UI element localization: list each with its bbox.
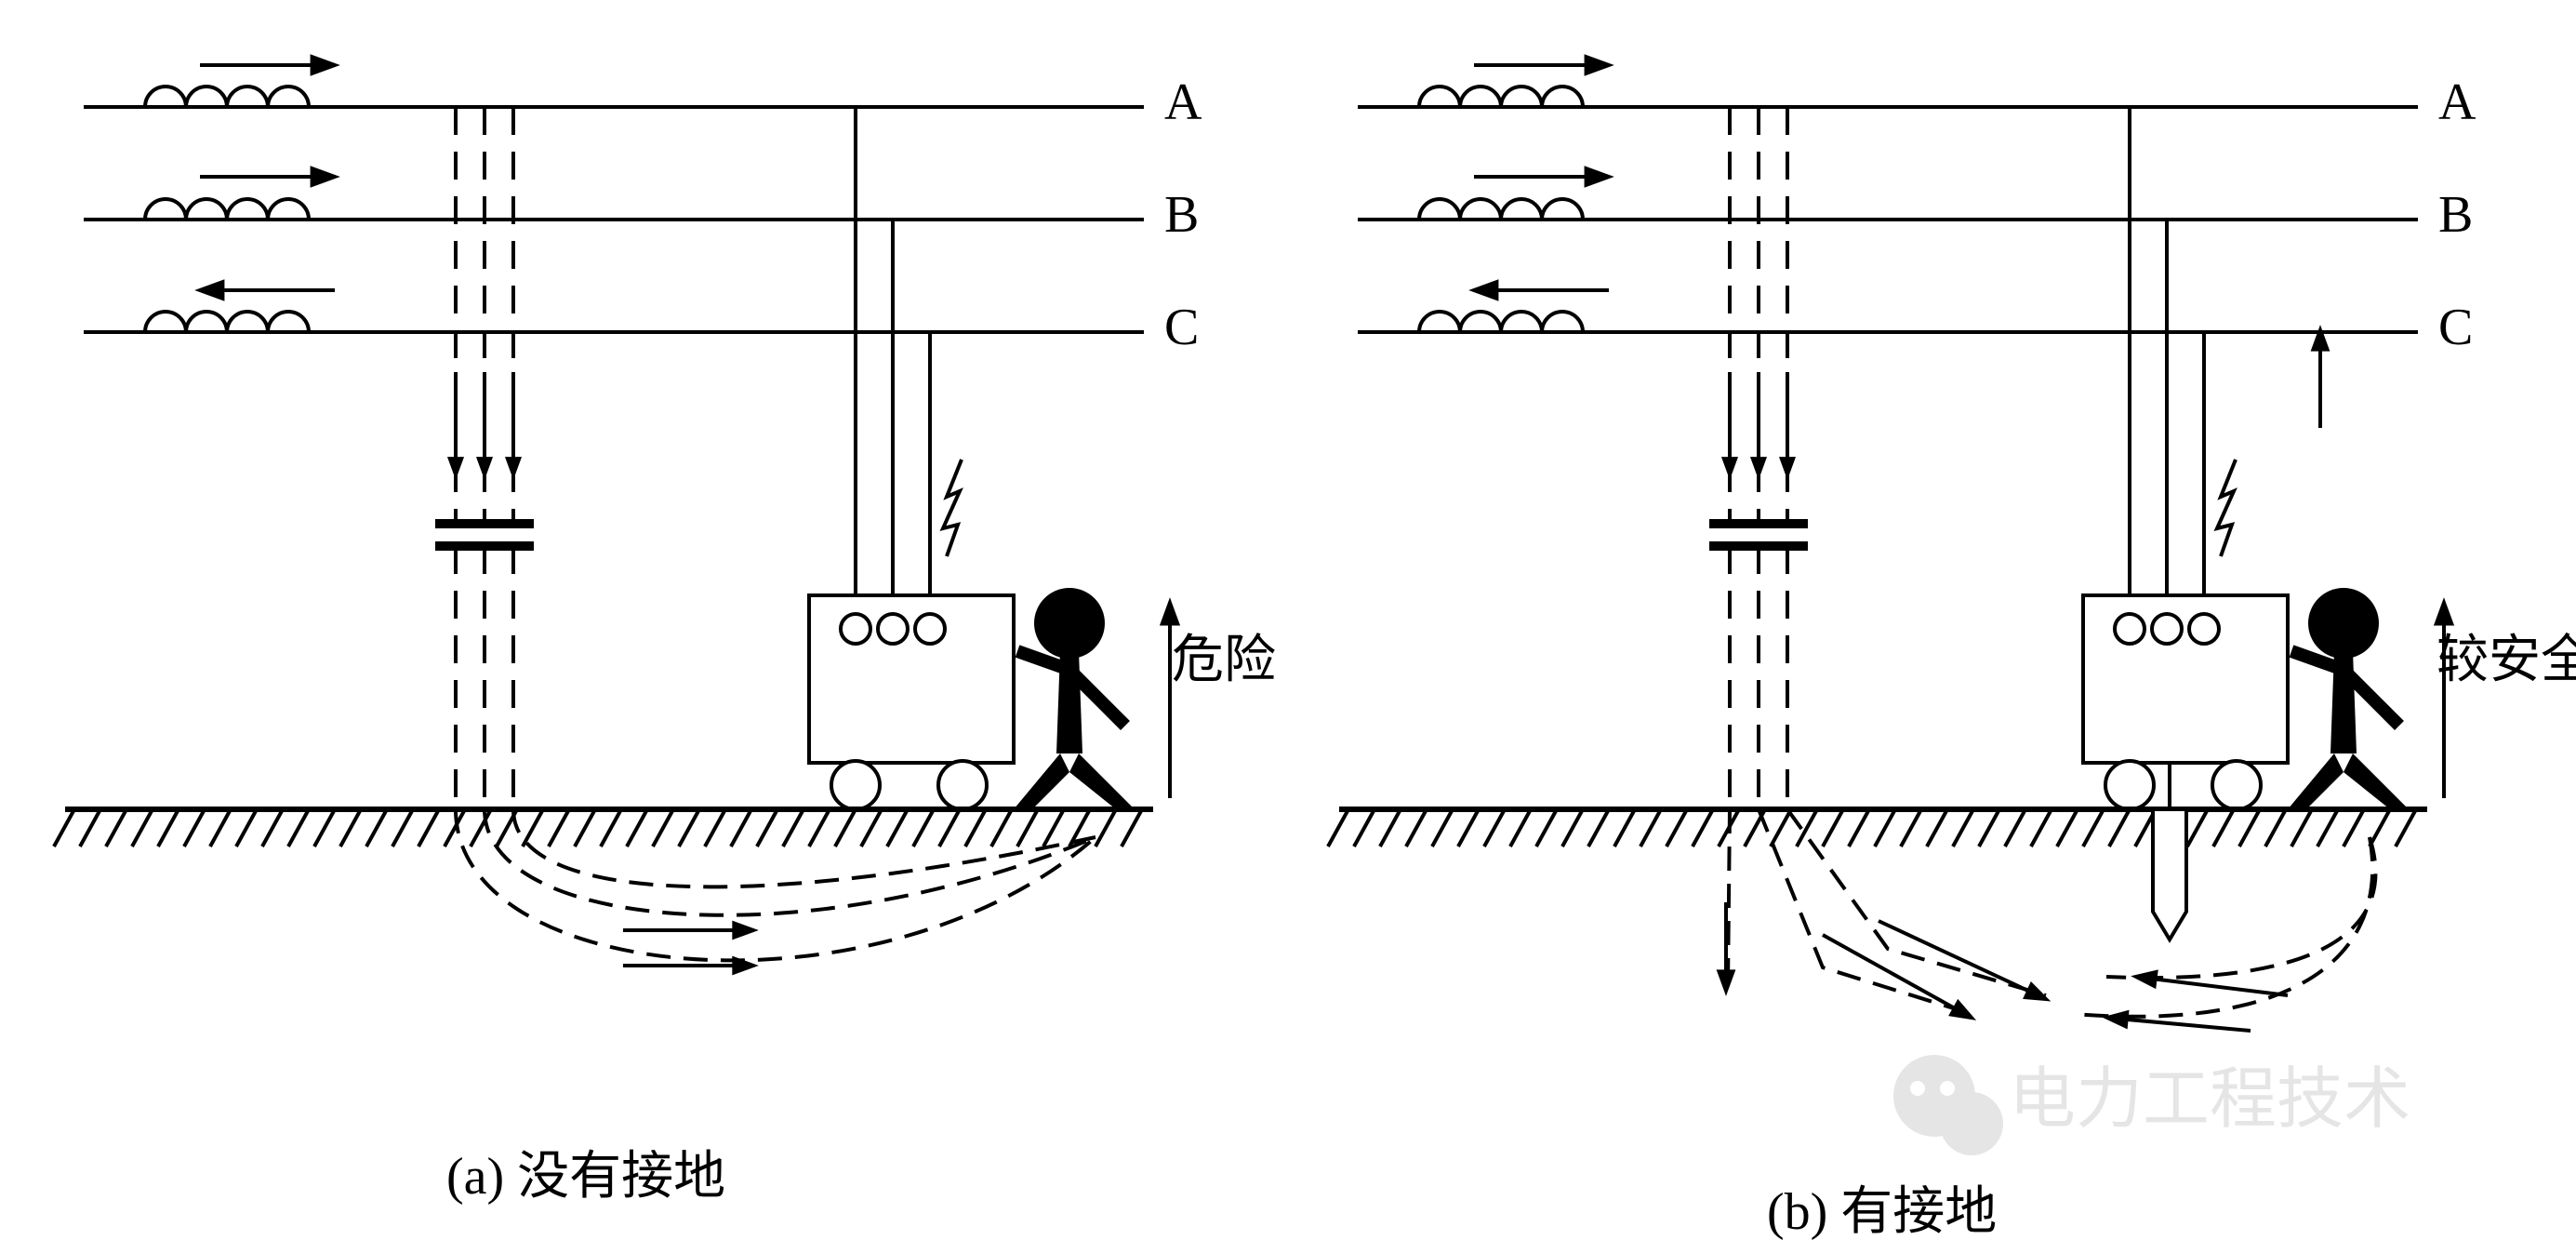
panel-left: ABC 危险 (a) 没有接地 [54, 57, 1276, 1206]
status-label: 较安全 [2437, 632, 2576, 689]
diagram-canvas: ABC危险(a) 没有接地ABC较安全(b) 有接地电力工程技术 [0, 0, 2576, 1240]
svg-text:A: A [2438, 73, 2476, 131]
watermark: 电力工程技术 [1893, 1055, 2410, 1155]
equipment-box [809, 595, 1014, 763]
svg-text:C: C [1164, 299, 1199, 356]
svg-text:电力工程技术: 电力工程技术 [2009, 1062, 2410, 1137]
panel-caption: (a) 没有接地 [446, 1148, 725, 1206]
person-icon [2288, 588, 2409, 809]
equipment-box [2083, 595, 2288, 763]
status-label: 危险 [1172, 632, 1276, 689]
svg-text:B: B [1164, 186, 1199, 244]
svg-text:C: C [2438, 299, 2473, 356]
panel-caption: (b) 有接地 [1767, 1183, 1997, 1240]
ground-rod-icon [2153, 809, 2186, 940]
svg-text:A: A [1164, 73, 1202, 131]
person-icon [1014, 588, 1135, 809]
svg-text:B: B [2438, 186, 2473, 244]
